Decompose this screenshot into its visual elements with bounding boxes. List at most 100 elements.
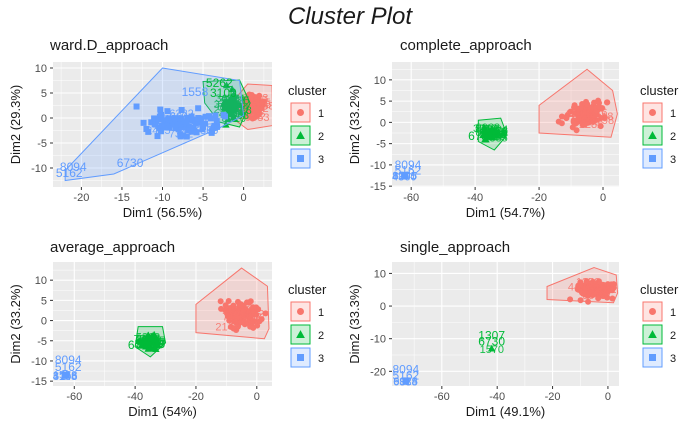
cluster-3-point [183, 133, 190, 140]
point-id-label: 9068 [476, 122, 500, 134]
y-tick-label: 10 [374, 268, 386, 280]
cluster-2-point [229, 113, 237, 121]
cluster-1-point [222, 302, 229, 309]
point-id-label: 4817 [569, 108, 593, 120]
cluster-3-point [164, 122, 171, 129]
point-id-label: 1063 [154, 120, 178, 132]
point-id-label: 7024 [227, 315, 251, 327]
y-axis-label: Dim2 (33.2%) [347, 85, 362, 164]
cluster-2-point [228, 85, 236, 92]
cluster-3-point [297, 155, 304, 162]
point-id-label: 7654 [584, 287, 608, 299]
cluster-1-point [251, 309, 258, 316]
panel-title: complete_approach [400, 37, 532, 54]
cluster-3-point [187, 127, 194, 134]
point-id-label: 1860 [573, 113, 597, 125]
cluster-3-points [62, 371, 70, 379]
y-axis-label: Dim2 (29.3%) [8, 85, 23, 164]
point-id-label: 4904 [484, 124, 508, 136]
cluster-1-point [589, 118, 596, 125]
point-id-label: 1558 [53, 369, 77, 381]
cluster-3-point [184, 114, 191, 121]
point-id-label: 8391 [585, 283, 609, 295]
cluster-3-point [183, 118, 190, 125]
x-tick-label: -60 [434, 391, 450, 403]
point-label: 6730 [128, 338, 155, 352]
point-id-label: 2928 [214, 104, 238, 116]
point-id-label: 4227 [232, 308, 256, 320]
cluster-3-point [177, 116, 184, 123]
cluster-1-point [577, 297, 584, 304]
cluster-2-point [487, 344, 496, 352]
point-id-label: 5085 [217, 102, 241, 114]
x-tick-label: -20 [531, 192, 547, 204]
legend-label-3: 3 [318, 154, 324, 166]
y-axis-label: Dim2 (33.3%) [347, 284, 362, 363]
point-id-label: 5475 [241, 109, 265, 121]
y-tick-label: -15 [370, 181, 386, 193]
cluster-1-point [217, 298, 224, 305]
cluster-2-point [152, 345, 160, 352]
point-id-label: 7348 [222, 312, 246, 324]
data-layer: 1796533877052122803174335655299496532338… [56, 67, 272, 182]
point-id-label: 5630 [583, 112, 607, 124]
point-id-label: 5319 [136, 332, 160, 344]
legend-title: cluster [640, 282, 679, 297]
cluster-1-point [602, 291, 609, 298]
panel-single-approach: 9885125299625864733522732420905183918142… [347, 239, 679, 419]
cluster-2-points [479, 123, 507, 143]
cluster-3-point [62, 371, 69, 378]
point-id-label: 7631 [184, 116, 208, 128]
cluster-1-point [262, 310, 269, 317]
x-tick-label: -15 [114, 192, 130, 204]
cluster-2-point [146, 344, 154, 352]
legend-label-2: 2 [318, 330, 324, 342]
cluster-3-point [188, 116, 195, 123]
point-label: 5262 [206, 76, 233, 90]
point-id-label: 9885 [584, 288, 608, 300]
cluster-2-point [231, 97, 239, 104]
point-id-label: 3120 [158, 113, 182, 125]
cluster-3-point [193, 129, 200, 136]
cluster-3-point [195, 115, 202, 122]
y-tick-label: 10 [35, 63, 47, 75]
cluster-3-point [151, 115, 158, 122]
legend-label-3: 3 [318, 353, 324, 365]
cluster-2-point [230, 91, 238, 99]
point-id-label: 6925 [393, 376, 417, 388]
legend-title: cluster [640, 83, 679, 98]
cluster-1-point-labels: 9885125299625864733522732420905183918142… [568, 277, 617, 302]
grid-lines [53, 262, 272, 386]
cluster-1-point [598, 281, 605, 288]
cluster-3-point [173, 116, 180, 123]
cluster-2-point [140, 339, 148, 346]
x-tick-label: 0 [600, 192, 606, 204]
cluster-2-point [490, 127, 499, 134]
point-label: 1558 [182, 85, 209, 99]
point-id-label: 3225 [225, 95, 249, 107]
cluster-1-point [649, 109, 656, 116]
point-id-label: 5282 [240, 308, 264, 320]
point-id-label: 1232 [579, 119, 603, 131]
point-id-label: 3418 [135, 338, 159, 350]
cluster-1-points [217, 297, 269, 334]
point-id-label: 7237 [577, 113, 601, 125]
legend-label-2: 2 [318, 131, 324, 143]
point-id-label: 4108 [53, 371, 77, 383]
cluster-1-point [601, 114, 608, 121]
point-id-label: 1963 [221, 98, 245, 110]
cluster-2-point [223, 104, 231, 112]
cluster-1-point [595, 295, 602, 302]
cluster-1-point [603, 99, 610, 106]
cluster-2-point [296, 131, 305, 139]
cluster-2-point [480, 130, 488, 138]
cluster-1-point [581, 121, 588, 128]
cluster-3-point [220, 112, 227, 119]
point-id-label: 7483 [481, 129, 505, 141]
cluster-3-point [180, 123, 187, 130]
point-id-label: 3612 [215, 93, 239, 105]
cluster-1-point [564, 112, 571, 119]
point-label: 5162 [395, 163, 422, 177]
cluster-3-point [649, 354, 656, 361]
